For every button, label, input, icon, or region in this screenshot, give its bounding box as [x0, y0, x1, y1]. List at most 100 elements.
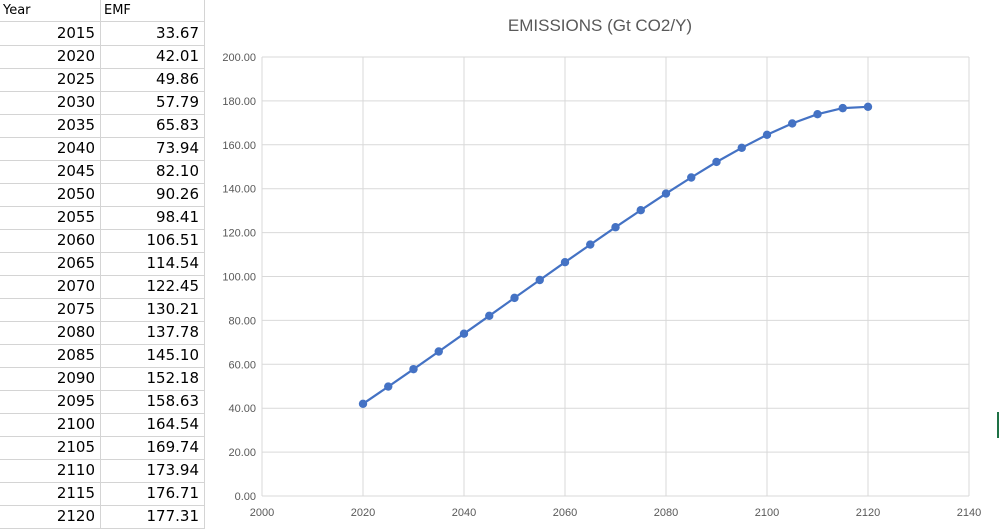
- year-cell[interactable]: 2070: [0, 275, 101, 298]
- y-tick-label: 160.00: [222, 140, 256, 152]
- table-row: 2090 152.18: [0, 367, 205, 391]
- table-row: 2095 158.63: [0, 390, 205, 414]
- emf-cell[interactable]: 98.41: [101, 206, 205, 229]
- spreadsheet: Year EMF 2015 33.67 2020 42.01 2025 49.86 2030…: [0, 0, 205, 532]
- year-cell[interactable]: 2100: [0, 413, 101, 436]
- data-point: [485, 311, 494, 320]
- table-row: 2040 73.94: [0, 137, 205, 161]
- data-point: [611, 223, 620, 232]
- data-point: [434, 347, 443, 356]
- emf-cell[interactable]: 176.71: [101, 482, 205, 505]
- x-tick-label: 2020: [351, 507, 375, 519]
- emf-cell[interactable]: 42.01: [101, 45, 205, 68]
- x-tick-label: 2040: [452, 507, 476, 519]
- year-cell[interactable]: 2090: [0, 367, 101, 390]
- data-point: [737, 143, 746, 153]
- data-point: [535, 275, 544, 285]
- emf-cell[interactable]: 114.54: [101, 252, 205, 275]
- y-tick-label: 120.00: [222, 228, 256, 240]
- table-row: 2030 57.79: [0, 91, 205, 115]
- data-point: [813, 110, 822, 119]
- table-row: 2020 42.01: [0, 45, 205, 69]
- data-point: [788, 119, 797, 128]
- emf-cell[interactable]: 65.83: [101, 114, 205, 137]
- table-row: 2120 177.31: [0, 505, 205, 529]
- data-point: [510, 293, 519, 303]
- chart-title: EMISSIONS (Gt CO2/Y): [508, 16, 692, 35]
- year-cell[interactable]: 2085: [0, 344, 101, 367]
- y-tick-label: 20.00: [228, 447, 256, 459]
- data-point: [459, 329, 469, 338]
- emf-cell[interactable]: 106.51: [101, 229, 205, 252]
- emf-cell[interactable]: 137.78: [101, 321, 205, 344]
- emf-cell[interactable]: 49.86: [101, 68, 205, 91]
- emf-cell[interactable]: 152.18: [101, 367, 205, 390]
- emf-cell[interactable]: 33.67: [101, 22, 205, 45]
- sheet-edge-marker: [997, 412, 999, 438]
- table-row: 2015 33.67: [0, 22, 205, 46]
- table-row: 2060 106.51: [0, 229, 205, 253]
- year-cell[interactable]: 2025: [0, 68, 101, 91]
- year-cell[interactable]: 2050: [0, 183, 101, 206]
- table-row: 2045 82.10: [0, 160, 205, 184]
- year-cell[interactable]: 2065: [0, 252, 101, 275]
- data-point: [560, 258, 570, 267]
- emf-cell[interactable]: 57.79: [101, 91, 205, 114]
- table-row: 2050 90.26: [0, 183, 205, 207]
- year-cell[interactable]: 2015: [0, 22, 101, 45]
- year-cell[interactable]: 2055: [0, 206, 101, 229]
- emf-cell[interactable]: 173.94: [101, 459, 205, 482]
- data-point: [712, 157, 721, 167]
- emf-cell[interactable]: 169.74: [101, 436, 205, 459]
- year-cell[interactable]: 2115: [0, 482, 101, 505]
- year-cell[interactable]: 2020: [0, 45, 101, 68]
- y-tick-label: 0.00: [235, 491, 256, 503]
- header-emf-cell[interactable]: EMF: [101, 0, 205, 21]
- year-cell[interactable]: 2030: [0, 91, 101, 114]
- emf-cell[interactable]: 122.45: [101, 275, 205, 298]
- x-tick-label: 2120: [856, 507, 880, 519]
- emf-cell[interactable]: 177.31: [101, 505, 205, 528]
- data-point: [586, 240, 595, 249]
- year-cell[interactable]: 2075: [0, 298, 101, 321]
- data-point: [687, 173, 696, 182]
- emf-cell[interactable]: 145.10: [101, 344, 205, 367]
- y-tick-label: 180.00: [222, 96, 256, 108]
- table-row: 2055 98.41: [0, 206, 205, 230]
- year-cell[interactable]: 2120: [0, 505, 101, 528]
- data-point: [636, 205, 645, 215]
- y-tick-label: 100.00: [222, 272, 256, 284]
- table-row: 2025 49.86: [0, 68, 205, 92]
- x-tick-label: 2100: [755, 507, 779, 519]
- table-row: 2035 65.83: [0, 114, 205, 138]
- emf-cell[interactable]: 73.94: [101, 137, 205, 160]
- chart-area[interactable]: EMISSIONS (Gt CO2/Y) 0.00 20.00 40.00 60.00 8…: [205, 0, 995, 532]
- table-row: 2070 122.45: [0, 275, 205, 299]
- emf-cell[interactable]: 164.54: [101, 413, 205, 436]
- year-cell[interactable]: 2080: [0, 321, 101, 344]
- x-tick-label: 2080: [654, 507, 678, 519]
- year-cell[interactable]: 2060: [0, 229, 101, 252]
- year-cell[interactable]: 2110: [0, 459, 101, 482]
- data-point: [838, 103, 847, 113]
- table-row: 2100 164.54: [0, 413, 205, 437]
- header-row: Year EMF: [0, 0, 205, 22]
- emf-cell[interactable]: 82.10: [101, 160, 205, 183]
- year-cell[interactable]: 2040: [0, 137, 101, 160]
- emf-cell[interactable]: 158.63: [101, 390, 205, 413]
- emf-cell[interactable]: 90.26: [101, 183, 205, 206]
- header-year-cell[interactable]: Year: [0, 0, 101, 21]
- y-tick-label: 60.00: [228, 359, 256, 371]
- y-tick-label: 200.00: [222, 52, 256, 64]
- y-tick-label: 140.00: [222, 184, 256, 196]
- emissions-chart: EMISSIONS (Gt CO2/Y) 0.00 20.00 40.00 60.00 8…: [222, 16, 981, 519]
- year-cell[interactable]: 2105: [0, 436, 101, 459]
- y-tick-label: 40.00: [228, 403, 256, 415]
- table-row: 2075 130.21: [0, 298, 205, 322]
- year-cell[interactable]: 2095: [0, 390, 101, 413]
- emf-cell[interactable]: 130.21: [101, 298, 205, 321]
- year-cell[interactable]: 2045: [0, 160, 101, 183]
- year-cell[interactable]: 2035: [0, 114, 101, 137]
- table-row: 2110 173.94: [0, 459, 205, 483]
- data-point: [661, 189, 671, 198]
